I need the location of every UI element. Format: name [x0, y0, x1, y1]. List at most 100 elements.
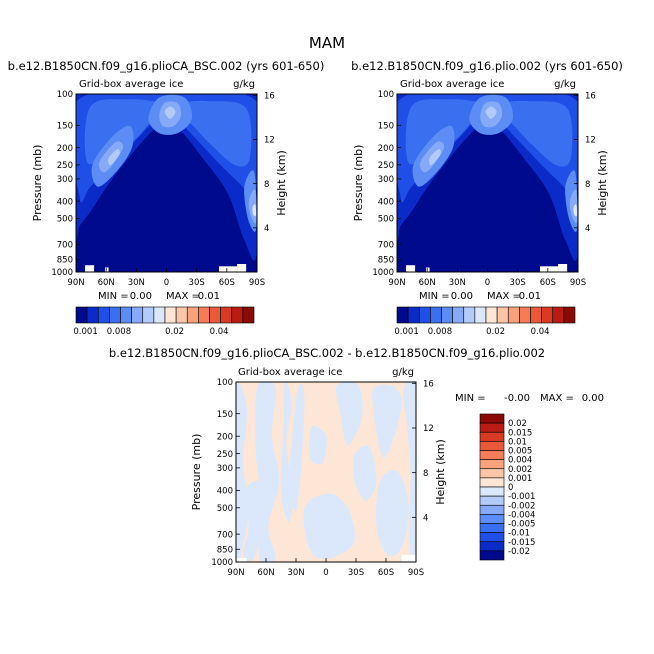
colorbar-swatch-2 — [97, 306, 110, 324]
diff-negative-region-8 — [372, 384, 402, 458]
colorbar-label: 0.008 — [428, 327, 452, 337]
pressure-tick-label: 1000 — [211, 558, 233, 568]
colorbar-swatch-3 — [109, 306, 121, 324]
latitude-tick-label: 0 — [485, 278, 490, 288]
colorbar-swatch-15 — [563, 306, 576, 324]
colorbar-swatch-13 — [541, 306, 554, 324]
pressure-tick-label: 300 — [57, 175, 73, 185]
missing-data-mask-1 — [401, 554, 416, 562]
colorbar-swatch-0 — [479, 413, 505, 424]
colorbar-swatch-10 — [507, 306, 520, 324]
colorbar-swatch-4 — [120, 306, 132, 324]
diff-negative-region-1 — [255, 382, 280, 562]
height-tick-label: 8 — [423, 469, 428, 479]
panel-units: g/kg — [392, 367, 414, 378]
panel-units: g/kg — [233, 79, 255, 90]
colorbar-label: 0 — [508, 483, 513, 493]
pressure-tick-label: 700 — [378, 241, 394, 251]
height-tick-label: 16 — [264, 92, 275, 102]
latitude-tick-label: 60N — [419, 278, 436, 288]
colorbar-label: -0.015 — [508, 538, 535, 548]
min-value: -0.00 — [504, 393, 530, 404]
height-axis: 16 12 8 4 — [412, 380, 434, 524]
pressure-tick-label: 400 — [57, 197, 73, 207]
height-tick-label: 16 — [423, 380, 434, 390]
colorbar-swatch-3 — [479, 441, 505, 451]
colorbar-swatch-2 — [418, 306, 431, 324]
pressure-tick-label: 1000 — [372, 268, 394, 278]
ice-panel-plio: b.e12.B1850CN.f09_g16.plio.002 (yrs 601-… — [351, 59, 623, 337]
pressure-tick-label: 250 — [217, 450, 233, 460]
missing-data-mask-2 — [218, 266, 238, 272]
ice-contour-field — [397, 94, 578, 272]
height-axis: 16 12 8 4 — [253, 92, 275, 234]
pressure-tick-label: 200 — [57, 144, 73, 154]
colorbar-swatch-1 — [407, 306, 420, 324]
pressure-tick-label: 200 — [378, 144, 394, 154]
colorbar-swatch-14 — [479, 541, 505, 552]
diff-negative-region-0 — [236, 382, 249, 562]
colorbar-swatch-9 — [496, 306, 509, 324]
ice-contour-level-6-9 — [429, 149, 441, 166]
colorbar-swatch-12 — [530, 306, 542, 324]
colorbar-label: -0.002 — [508, 501, 535, 511]
colorbar: 0.020.0150.010.0050.0040.0020.0010-0.001… — [479, 413, 535, 561]
latitude-tick-label: 90N — [388, 278, 405, 288]
y-axis-label: Pressure (mb) — [190, 434, 203, 511]
colorbar-label: -0.001 — [508, 492, 535, 502]
colorbar-swatch-13 — [479, 532, 505, 543]
pressure-tick-label: 150 — [378, 122, 394, 132]
pressure-tick-label: 150 — [57, 122, 73, 132]
ice-difference-field — [236, 382, 416, 562]
diff-negative-region-11 — [243, 480, 266, 562]
latitude-tick-label: 0 — [164, 278, 169, 288]
min-value: 0.00 — [130, 291, 152, 302]
colorbar-label: 0.01 — [508, 437, 527, 447]
colorbar-label: 0.001 — [73, 327, 97, 337]
colorbar-swatch-5 — [131, 306, 144, 324]
colorbar-swatch-9 — [175, 306, 188, 324]
colorbar-swatch-6 — [463, 306, 476, 324]
colorbar-swatch-14 — [552, 306, 565, 324]
min-label: MIN = — [455, 393, 486, 404]
panel-subtitle: Grid-box average ice — [238, 367, 342, 378]
max-label: MAX = — [166, 291, 200, 302]
missing-data-mask-2 — [539, 266, 559, 272]
max-value: 0.01 — [198, 291, 220, 302]
height-axis: 16 12 8 4 — [574, 92, 596, 234]
latitude-tick-label: 60N — [257, 568, 274, 578]
panel-title: b.e12.B1850CN.f09_g16.plioCA_BSC.002 (yr… — [8, 59, 325, 73]
colorbar-swatch-11 — [479, 514, 505, 524]
ice-contour-level-3-2 — [405, 99, 573, 167]
diff-negative-region-4 — [303, 493, 356, 559]
max-value: 0.00 — [582, 393, 604, 404]
latitude-tick-label: 30S — [348, 568, 364, 578]
height-tick-label: 12 — [423, 424, 434, 434]
missing-data-mask-0 — [85, 265, 95, 272]
pressure-tick-label: 100 — [57, 90, 73, 100]
pressure-tick-label: 200 — [217, 432, 233, 442]
colorbar-swatch-14 — [231, 306, 244, 324]
ice-contour-level-7-11 — [573, 204, 578, 217]
diff-negative-region-3 — [289, 383, 305, 512]
pressure-tick-label: 500 — [217, 504, 233, 514]
right-axis-label: Height (km) — [434, 439, 447, 505]
right-axis-label: Height (km) — [596, 150, 609, 216]
latitude-tick-label: 30S — [510, 278, 526, 288]
colorbar-label: 0.04 — [210, 327, 229, 337]
colorbar-label: -0.005 — [508, 520, 535, 530]
diff-negative-region-5 — [308, 425, 327, 465]
ice-contour-level-3-2 — [84, 99, 252, 167]
ice-panel-plioCA-BSC: b.e12.B1850CN.f09_g16.plioCA_BSC.002 (yr… — [8, 59, 325, 337]
missing-data-mask-1 — [425, 267, 430, 272]
latitude-tick-label: 60S — [219, 278, 235, 288]
pressure-axis: 100 150 200 250 300 400 500 700 850 1000 — [372, 90, 401, 278]
right-axis-label: Height (km) — [275, 150, 288, 216]
colorbar-label: -0.004 — [508, 510, 535, 520]
ice-contour-field — [76, 94, 257, 272]
missing-data-mask-0 — [406, 265, 416, 272]
colorbar-swatch-7 — [479, 477, 505, 488]
height-tick-label: 4 — [585, 224, 590, 234]
latitude-axis: 90N 60N 30N 0 30S 60S 90S — [227, 558, 424, 578]
